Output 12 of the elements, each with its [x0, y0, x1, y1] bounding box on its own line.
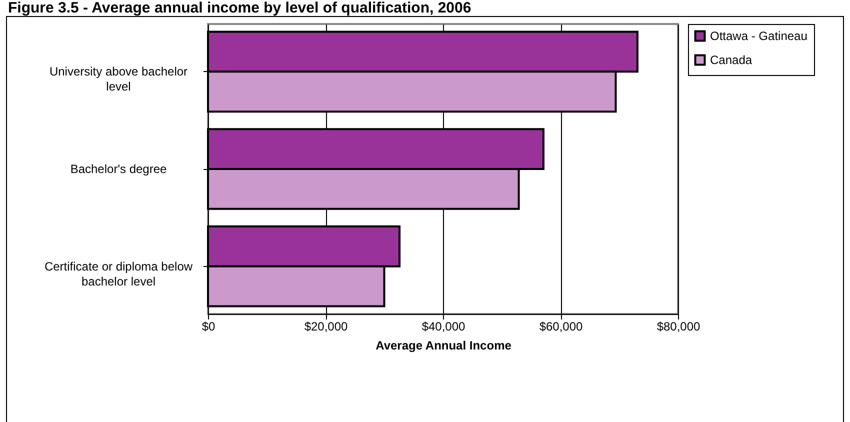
- y-tick-label: University above bachelor level: [49, 64, 188, 94]
- legend-label: Ottawa - Gatineau: [710, 29, 808, 43]
- x-tick-label: $20,000: [304, 320, 348, 334]
- y-tick-label: Certificate or diploma below bachelor level: [44, 259, 193, 288]
- x-tick-label: $80,000: [656, 320, 701, 334]
- x-axis-title: Average Annual Income: [376, 338, 512, 352]
- y-tick-label: Bachelor's degree: [70, 162, 167, 176]
- x-tick-label: $0: [202, 320, 216, 334]
- chart-title: Figure 3.5 - Average annual income by level of qualification, 2006: [8, 0, 472, 16]
- x-tick-label: $40,000: [422, 320, 466, 334]
- x-tick-label: $60,000: [539, 320, 584, 334]
- legend-label: Canada: [710, 53, 752, 67]
